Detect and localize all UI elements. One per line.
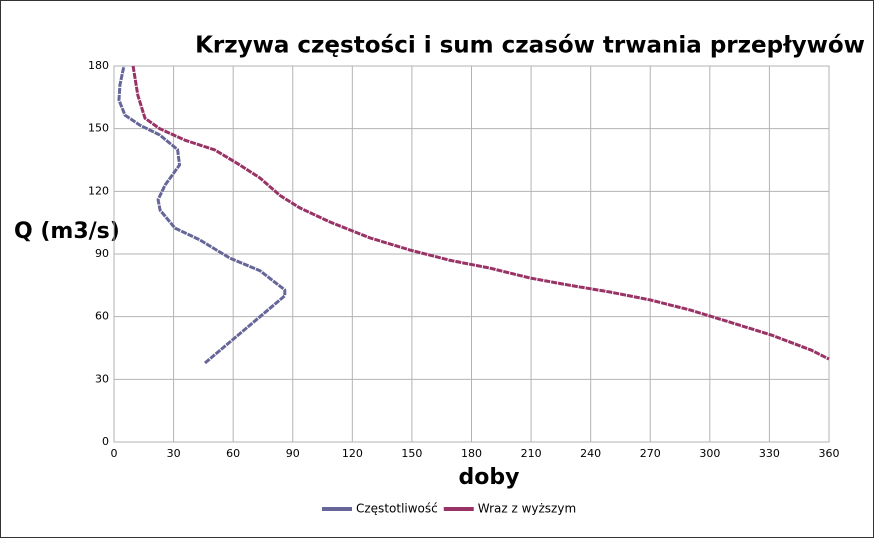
x-tick-label: 360 xyxy=(819,447,840,460)
x-tick-label: 240 xyxy=(580,447,601,460)
x-tick-label: 270 xyxy=(640,447,661,460)
y-tick-label: 150 xyxy=(88,122,109,135)
y-tick-label: 30 xyxy=(95,372,109,385)
x-tick-label: 30 xyxy=(167,447,181,460)
y-tick-label: 0 xyxy=(102,435,109,448)
x-tick-label: 0 xyxy=(111,447,118,460)
x-tick-label: 180 xyxy=(461,447,482,460)
x-tick-label: 90 xyxy=(286,447,300,460)
y-tick-label: 120 xyxy=(88,184,109,197)
y-tick-label: 90 xyxy=(95,247,109,260)
x-tick-label: 330 xyxy=(759,447,780,460)
legend-label: Wraz z wyższym xyxy=(478,502,576,516)
series-line xyxy=(131,65,830,361)
x-tick-label: 210 xyxy=(521,447,542,460)
legend-label: Częstotliwość xyxy=(356,502,438,516)
series-line xyxy=(117,65,287,365)
x-tick-label: 120 xyxy=(342,447,363,460)
x-tick-label: 60 xyxy=(226,447,240,460)
y-tick-label: 180 xyxy=(88,59,109,72)
plot-frame xyxy=(113,65,830,443)
y-axis-label: Q (m3/s) xyxy=(14,219,120,244)
x-axis-label: doby xyxy=(459,465,520,490)
x-tick-label: 150 xyxy=(401,447,422,460)
y-tick-label: 60 xyxy=(95,310,109,323)
x-tick-label: 300 xyxy=(699,447,720,460)
chart-title: Krzywa częstości i sum czasów trwania pr… xyxy=(195,33,865,59)
